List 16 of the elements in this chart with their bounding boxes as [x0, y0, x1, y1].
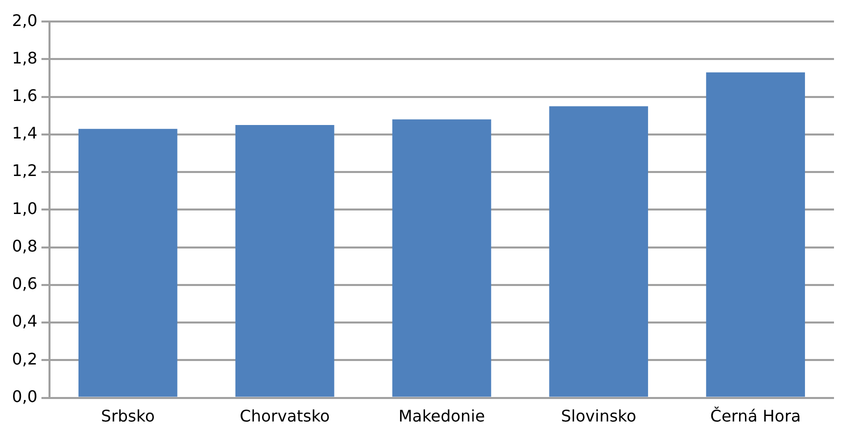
x-tick-label: Makedonie [398, 406, 485, 426]
x-tick-label: Slovinsko [561, 406, 636, 426]
x-tick-label: Srbsko [101, 406, 155, 426]
y-tick-label: 1,0 [12, 198, 38, 218]
y-tick-label: 0,0 [12, 386, 38, 406]
y-tick-label: 0,2 [12, 349, 38, 368]
y-tick-label: 1,8 [12, 48, 38, 68]
y-tick-label: 0,4 [12, 312, 38, 331]
y-tick-label: 2,0 [12, 10, 38, 30]
y-tick-label: 1,6 [12, 86, 38, 105]
y-tick-label: 1,4 [12, 124, 38, 143]
y-tick-label: 0,8 [12, 236, 38, 256]
x-tick-label: Černá Hora [710, 406, 801, 426]
y-tick-label: 1,2 [12, 161, 38, 180]
y-tick-label: 0,6 [12, 274, 38, 294]
x-tick-label: Chorvatsko [240, 406, 330, 426]
